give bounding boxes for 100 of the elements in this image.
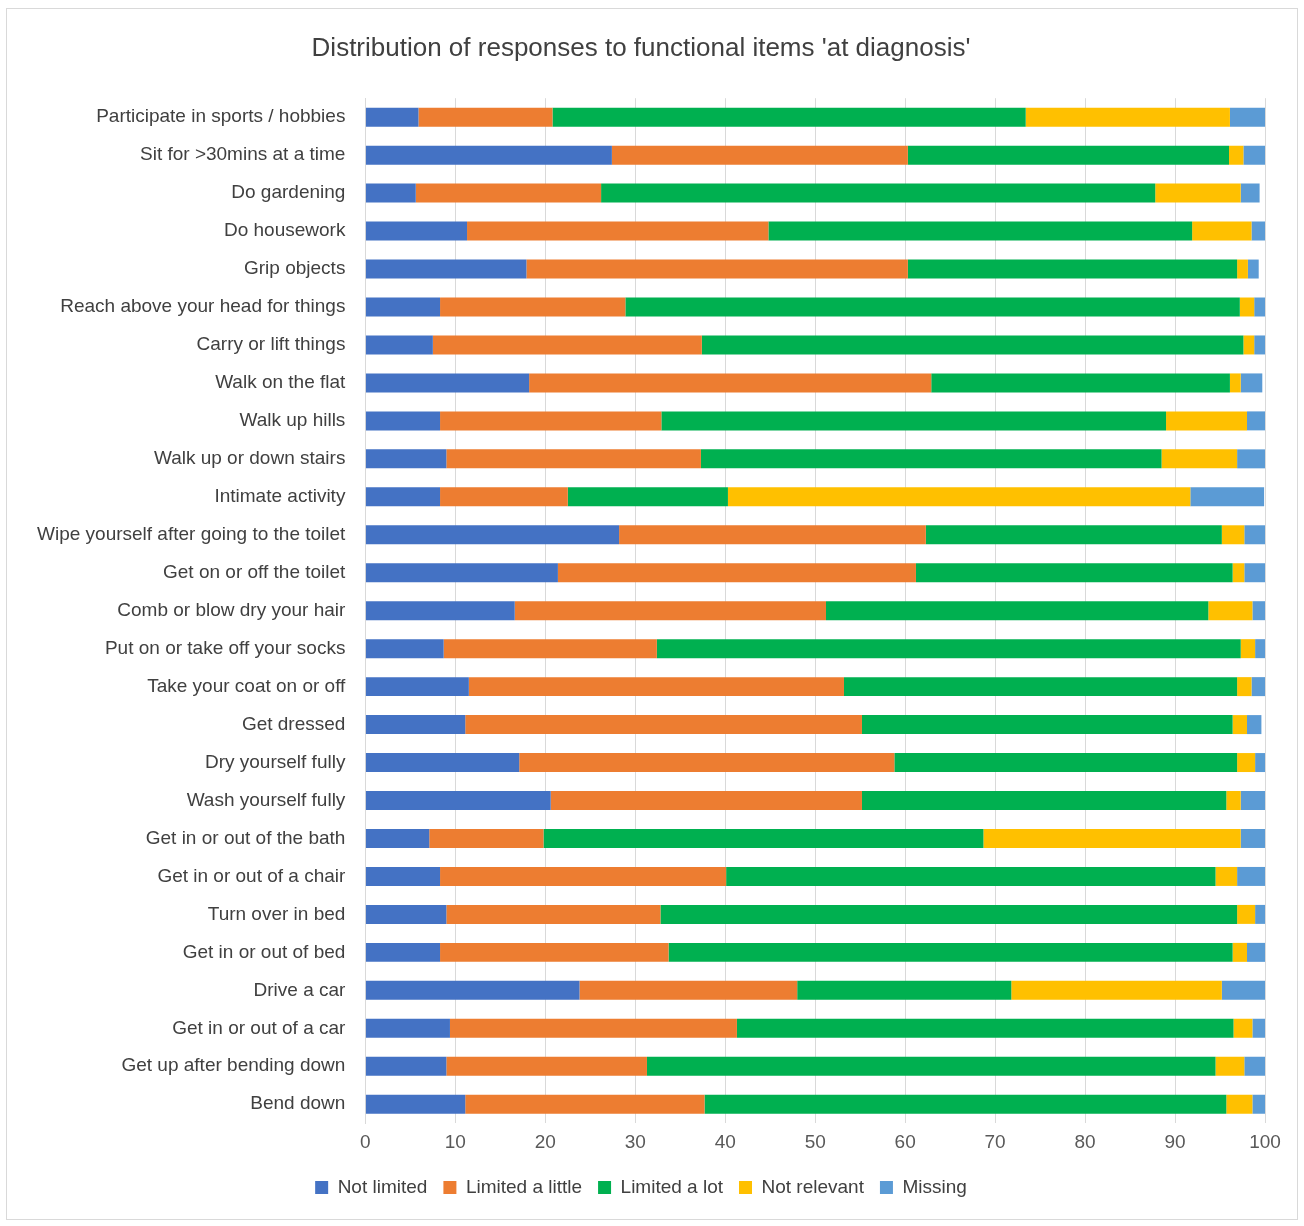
x-tick-label: 90	[1164, 1130, 1186, 1152]
bar	[1244, 1056, 1265, 1076]
bar	[1190, 487, 1265, 507]
y-tick-label: Reach above your head for things	[60, 295, 346, 317]
bar	[1229, 373, 1241, 393]
y-tick-label: Comb or blow dry your hair	[117, 598, 347, 620]
y-tick-label: Turn over in bed	[207, 902, 346, 924]
y-tick-label: Do housework	[223, 219, 346, 241]
bar	[365, 183, 416, 203]
bar	[1247, 411, 1265, 431]
bar	[1247, 259, 1259, 279]
bar	[365, 828, 430, 848]
bar	[365, 259, 527, 279]
bar	[907, 145, 1230, 165]
bar	[579, 980, 798, 1000]
legend-label: Limited a little	[465, 1175, 583, 1197]
bar	[1229, 145, 1244, 165]
x-tick-label: 30	[624, 1130, 646, 1152]
bar	[432, 335, 702, 355]
bar	[365, 107, 419, 127]
bar	[825, 601, 1209, 621]
y-tick-label: Get up after bending down	[121, 1054, 346, 1076]
bar	[660, 904, 1238, 924]
bar	[529, 373, 932, 393]
bar	[557, 563, 916, 583]
bar	[365, 753, 520, 773]
bar	[552, 107, 1026, 127]
y-tick-label: Get in or out of a chair	[157, 864, 347, 886]
bar	[1255, 904, 1265, 924]
bar	[1226, 791, 1241, 811]
bar	[526, 259, 908, 279]
bar	[861, 715, 1233, 735]
bar	[727, 487, 1191, 507]
legend-label: Limited a lot	[620, 1175, 724, 1197]
bar	[1208, 601, 1253, 621]
bar	[1240, 183, 1260, 203]
bar	[1252, 1018, 1265, 1038]
bar	[415, 183, 602, 203]
x-tick-label: 0	[360, 1130, 371, 1152]
bar	[768, 221, 1193, 241]
bar	[365, 715, 466, 735]
bar	[440, 411, 662, 431]
bar	[567, 487, 728, 507]
bar	[1237, 753, 1256, 773]
bar	[440, 942, 669, 962]
bar	[1240, 373, 1263, 393]
bar	[1237, 904, 1256, 924]
y-tick-label: Bend down	[250, 1092, 346, 1114]
bar	[365, 1094, 466, 1114]
bar	[467, 221, 769, 241]
bar	[446, 449, 701, 469]
bar	[1243, 145, 1265, 165]
y-tick-label: Get in or out of bed	[182, 940, 346, 962]
y-tick-label: Get dressed	[241, 712, 346, 734]
x-tick-label: 20	[534, 1130, 556, 1152]
bar	[365, 942, 441, 962]
bar	[1247, 942, 1265, 962]
y-tick-label: Intimate activity	[214, 485, 346, 507]
bar	[1161, 449, 1238, 469]
bar	[1221, 980, 1265, 1000]
y-tick-label: Participate in sports / hobbies	[96, 105, 346, 127]
bar	[797, 980, 1012, 1000]
bar	[1254, 335, 1265, 355]
bar	[365, 791, 551, 811]
legend-label: Not relevant	[761, 1175, 865, 1197]
bar	[365, 525, 620, 545]
bar	[1252, 601, 1265, 621]
y-tick-label: Get in or out of the bath	[145, 826, 346, 848]
bar	[1025, 107, 1230, 127]
bar	[1237, 449, 1265, 469]
bar	[1254, 297, 1265, 317]
y-tick-label: Do gardening	[231, 181, 346, 203]
bar	[365, 904, 447, 924]
bar	[656, 639, 1241, 659]
bar	[1244, 563, 1265, 583]
bar	[1232, 942, 1248, 962]
bar	[440, 297, 626, 317]
bar	[365, 373, 530, 393]
bar	[365, 411, 441, 431]
bar	[449, 1018, 737, 1038]
bar	[365, 563, 558, 583]
bar	[440, 866, 727, 886]
bar	[365, 866, 441, 886]
y-tick-label: Put on or take off your socks	[104, 636, 346, 658]
bar	[1155, 183, 1241, 203]
bar	[543, 828, 984, 848]
bar	[704, 1094, 1227, 1114]
bar	[1240, 791, 1265, 811]
bar	[468, 677, 844, 697]
bar	[646, 1056, 1216, 1076]
bar	[1237, 677, 1252, 697]
bar	[365, 297, 441, 317]
bar	[1226, 1094, 1253, 1114]
bar	[1232, 715, 1248, 735]
bar	[365, 1056, 447, 1076]
bar	[429, 828, 544, 848]
legend-label: Missing	[902, 1175, 967, 1197]
bar	[1251, 677, 1265, 697]
y-tick-label: Carry or lift things	[196, 333, 346, 355]
bar	[1251, 221, 1265, 241]
